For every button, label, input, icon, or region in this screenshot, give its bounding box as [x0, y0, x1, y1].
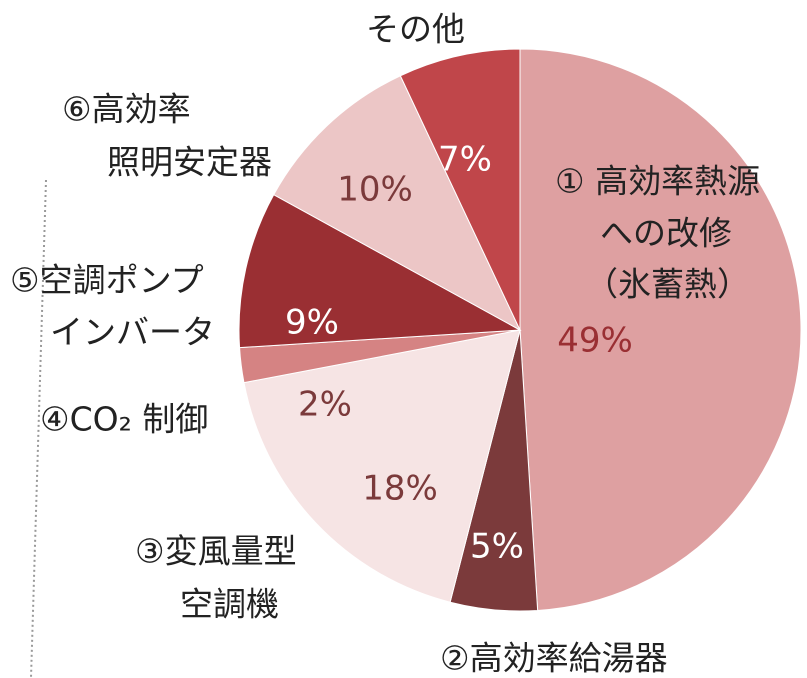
category-label: ③変風量型	[135, 532, 297, 571]
category-label: 照明安定器	[107, 143, 272, 182]
value-label: 49%	[557, 321, 633, 361]
pie-slice	[399, 48, 521, 331]
category-label: その他	[366, 10, 465, 49]
category-label: ⑤空調ポンプ	[10, 261, 204, 300]
value-label: 5%	[470, 527, 524, 567]
value-label: 9%	[285, 303, 339, 343]
pie-slice	[273, 75, 522, 332]
value-label: 10%	[337, 170, 413, 210]
category-label: 空調機	[180, 585, 279, 624]
category-label: ① 高効率熱源	[555, 162, 760, 201]
pie-slice	[243, 329, 521, 603]
category-label: （氷蓄熱）	[585, 265, 750, 304]
divider	[30, 179, 47, 678]
value-label: 2%	[298, 385, 352, 425]
value-label: 18%	[362, 469, 438, 509]
category-label: ②高効率給湯器	[440, 639, 668, 678]
category-label: ④CO₂ 制御	[40, 400, 208, 439]
value-label: 7%	[438, 140, 492, 180]
pie-slice	[238, 193, 522, 349]
category-label: インバータ	[50, 313, 215, 352]
pie-slice	[519, 48, 802, 611]
category-label: ⑥高効率	[62, 90, 191, 129]
category-label: への改修	[600, 214, 732, 253]
